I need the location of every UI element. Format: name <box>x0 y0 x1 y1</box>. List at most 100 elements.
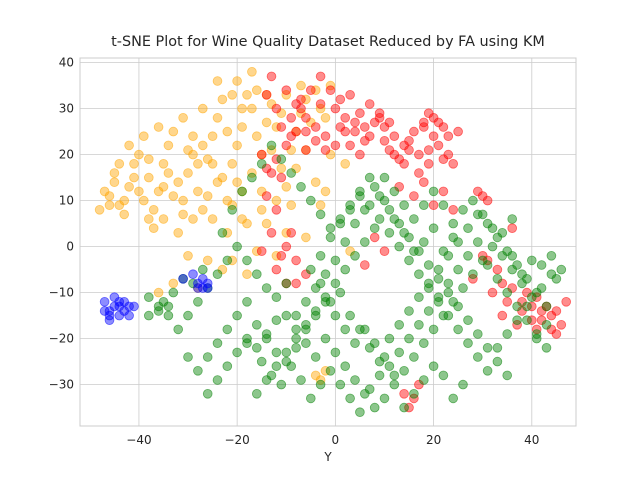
data-point-cluster-green-201 <box>443 278 454 289</box>
data-point-cluster-green-190 <box>335 379 346 390</box>
data-point-cluster-green-128 <box>217 228 228 238</box>
data-point-cluster-orange-75 <box>232 76 242 86</box>
data-point-cluster-green-91 <box>428 223 439 234</box>
data-point-cluster-orange-124 <box>119 195 129 206</box>
data-point-cluster-red-39 <box>423 159 434 169</box>
data-point-cluster-orange-61 <box>222 228 233 238</box>
data-point-cluster-green-217 <box>517 278 527 289</box>
data-point-cluster-orange-71 <box>153 122 164 132</box>
y-tick-label: 30 <box>59 102 74 116</box>
data-point-cluster-red-40 <box>433 140 444 151</box>
data-point-cluster-green-52 <box>242 296 252 307</box>
data-point-cluster-green-81 <box>502 329 513 339</box>
data-point-cluster-green-167 <box>369 338 380 349</box>
data-point-cluster-orange-55 <box>153 287 164 298</box>
data-point-cluster-orange-103 <box>310 370 321 381</box>
data-point-cluster-green-49 <box>271 315 282 326</box>
data-point-cluster-red-101 <box>359 122 370 132</box>
data-point-cluster-orange-120 <box>237 214 247 224</box>
data-point-cluster-red-100 <box>350 117 360 128</box>
data-point-cluster-green-211 <box>541 342 552 353</box>
data-point-cluster-green-207 <box>502 287 513 298</box>
plot-area-frame <box>79 57 577 427</box>
data-point-cluster-red-78 <box>561 296 571 307</box>
data-point-cluster-orange-93 <box>207 159 218 169</box>
data-point-cluster-orange-51 <box>183 251 193 261</box>
data-point-cluster-orange-82 <box>202 191 213 201</box>
data-point-cluster-green-122 <box>144 292 154 303</box>
data-point-cluster-green-130 <box>237 186 247 197</box>
data-point-cluster-green-209 <box>522 315 532 326</box>
data-point-cluster-red-20 <box>271 154 282 165</box>
data-point-cluster-orange-117 <box>198 140 208 151</box>
data-point-cluster-orange-74 <box>217 94 228 105</box>
chart-title: t-SNE Plot for Wine Quality Dataset Redu… <box>111 34 545 50</box>
data-point-cluster-orange-114 <box>251 85 262 95</box>
data-point-cluster-green-157 <box>502 370 513 381</box>
data-point-cluster-orange-109 <box>144 154 154 165</box>
data-point-cluster-red-114 <box>271 205 282 215</box>
data-point-cluster-green-117 <box>193 296 203 307</box>
data-point-cluster-orange-66 <box>281 228 292 238</box>
data-point-cluster-green-53 <box>232 310 242 321</box>
data-point-cluster-red-42 <box>453 126 463 137</box>
data-point-cluster-blue-13 <box>104 310 115 321</box>
data-point-cluster-green-219 <box>497 251 508 261</box>
data-point-cluster-green-113 <box>232 241 242 252</box>
data-point-cluster-orange-69 <box>124 140 134 151</box>
data-point-cluster-orange-60 <box>207 214 218 224</box>
data-point-cluster-green-17 <box>472 209 483 220</box>
data-point-cluster-red-38 <box>414 149 424 160</box>
data-point-cluster-green-171 <box>330 310 341 321</box>
data-point-cluster-red-105 <box>414 168 424 178</box>
data-point-cluster-green-68 <box>374 214 385 224</box>
data-point-cluster-green-26 <box>330 347 341 358</box>
data-point-cluster-red-85 <box>325 85 336 95</box>
data-point-cluster-green-200 <box>433 292 444 303</box>
data-point-cluster-green-160 <box>438 370 449 381</box>
x-tick-label: −40 <box>126 433 151 447</box>
data-point-cluster-red-23 <box>301 145 311 155</box>
data-point-cluster-blue-12 <box>124 301 134 312</box>
data-point-cluster-green-248 <box>144 310 154 321</box>
data-point-cluster-orange-72 <box>178 113 188 123</box>
data-point-cluster-green-238 <box>310 306 321 316</box>
data-point-cluster-red-55 <box>271 264 282 275</box>
data-point-cluster-red-103 <box>389 149 400 160</box>
data-point-cluster-green-182 <box>222 361 233 372</box>
data-point-cluster-red-91 <box>384 117 395 128</box>
data-point-cluster-red-61 <box>369 232 380 243</box>
data-point-cluster-green-137 <box>305 195 316 206</box>
data-point-cluster-orange-12 <box>163 140 174 151</box>
x-tick-label: 40 <box>524 433 539 447</box>
data-point-cluster-green-106 <box>301 296 311 307</box>
data-point-cluster-green-175 <box>291 342 301 353</box>
data-point-cluster-orange-9 <box>148 205 159 215</box>
data-point-cluster-green-145 <box>384 205 395 215</box>
data-point-cluster-green-54 <box>222 324 233 335</box>
data-point-cluster-orange-52 <box>202 255 213 266</box>
data-point-cluster-green-138 <box>315 209 326 220</box>
data-point-cluster-orange-5 <box>129 159 139 169</box>
data-point-cluster-green-13 <box>433 264 444 275</box>
data-point-cluster-green-162 <box>418 375 429 385</box>
data-point-cluster-green-208 <box>512 301 522 312</box>
data-point-cluster-red-104 <box>399 159 409 169</box>
data-point-cluster-red-3 <box>281 85 292 95</box>
data-point-cluster-orange-89 <box>212 76 223 86</box>
y-tick-label: −30 <box>49 378 74 392</box>
data-point-cluster-red-102 <box>379 136 390 146</box>
data-point-cluster-green-166 <box>379 352 390 362</box>
data-point-cluster-orange-84 <box>256 205 267 215</box>
data-point-cluster-green-158 <box>458 379 468 390</box>
data-point-cluster-green-103 <box>330 255 341 266</box>
data-point-cluster-green-181 <box>232 347 242 358</box>
data-point-cluster-green-135 <box>286 168 297 178</box>
data-point-cluster-green-206 <box>492 273 503 284</box>
data-point-cluster-red-21 <box>281 140 292 151</box>
data-point-cluster-orange-26 <box>232 140 242 151</box>
data-point-cluster-orange-108 <box>109 168 120 178</box>
data-point-cluster-red-29 <box>296 94 306 105</box>
data-point-cluster-green-43 <box>497 228 508 238</box>
data-point-cluster-red-86 <box>335 94 346 105</box>
